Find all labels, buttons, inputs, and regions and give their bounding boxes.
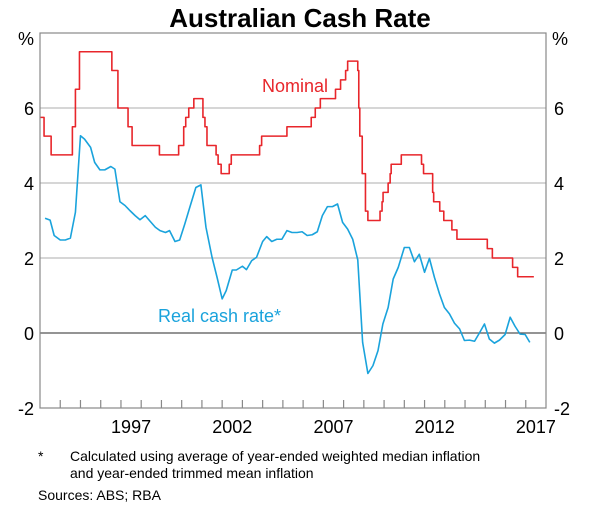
y-tick-label-right: 4	[554, 174, 564, 194]
y-tick-label-left: 6	[24, 99, 34, 119]
y-tick-label-left: 4	[24, 174, 34, 194]
footnote-line-2: and year-ended trimmed mean inflation	[70, 465, 314, 481]
plot-frame	[39, 32, 547, 409]
series-label-nominal: Nominal	[262, 76, 328, 96]
x-tick-label: 1997	[111, 417, 151, 437]
chart-svg: Australian Cash Rate Nominal Real cash ra…	[18, 3, 570, 437]
y-unit-right: %	[552, 29, 568, 49]
sources-note: Sources: ABS; RBA	[38, 487, 161, 503]
y-unit-left: %	[18, 29, 34, 49]
y-tick-label-right: 6	[554, 99, 564, 119]
y-tick-label-left: 2	[24, 249, 34, 269]
chart-title: Australian Cash Rate	[169, 3, 431, 33]
x-tick-label: 2012	[415, 417, 455, 437]
x-tick-label: 2007	[313, 417, 353, 437]
series-line-real	[44, 134, 531, 375]
y-tick-label-left: 0	[24, 324, 34, 344]
x-tick-label: 2002	[212, 417, 252, 437]
y-tick-label-right: 2	[554, 249, 564, 269]
y-tick-label-right: -2	[554, 399, 570, 419]
footnote-marker: *	[38, 448, 44, 464]
y-tick-label-right: 0	[554, 324, 564, 344]
series-label-real: Real cash rate*	[158, 306, 281, 326]
y-tick-label-left: -2	[18, 399, 34, 419]
footnote-line-1: Calculated using average of year-ended w…	[70, 448, 481, 464]
series-line-nominal	[40, 50, 534, 278]
x-tick-label: 2017	[516, 417, 556, 437]
